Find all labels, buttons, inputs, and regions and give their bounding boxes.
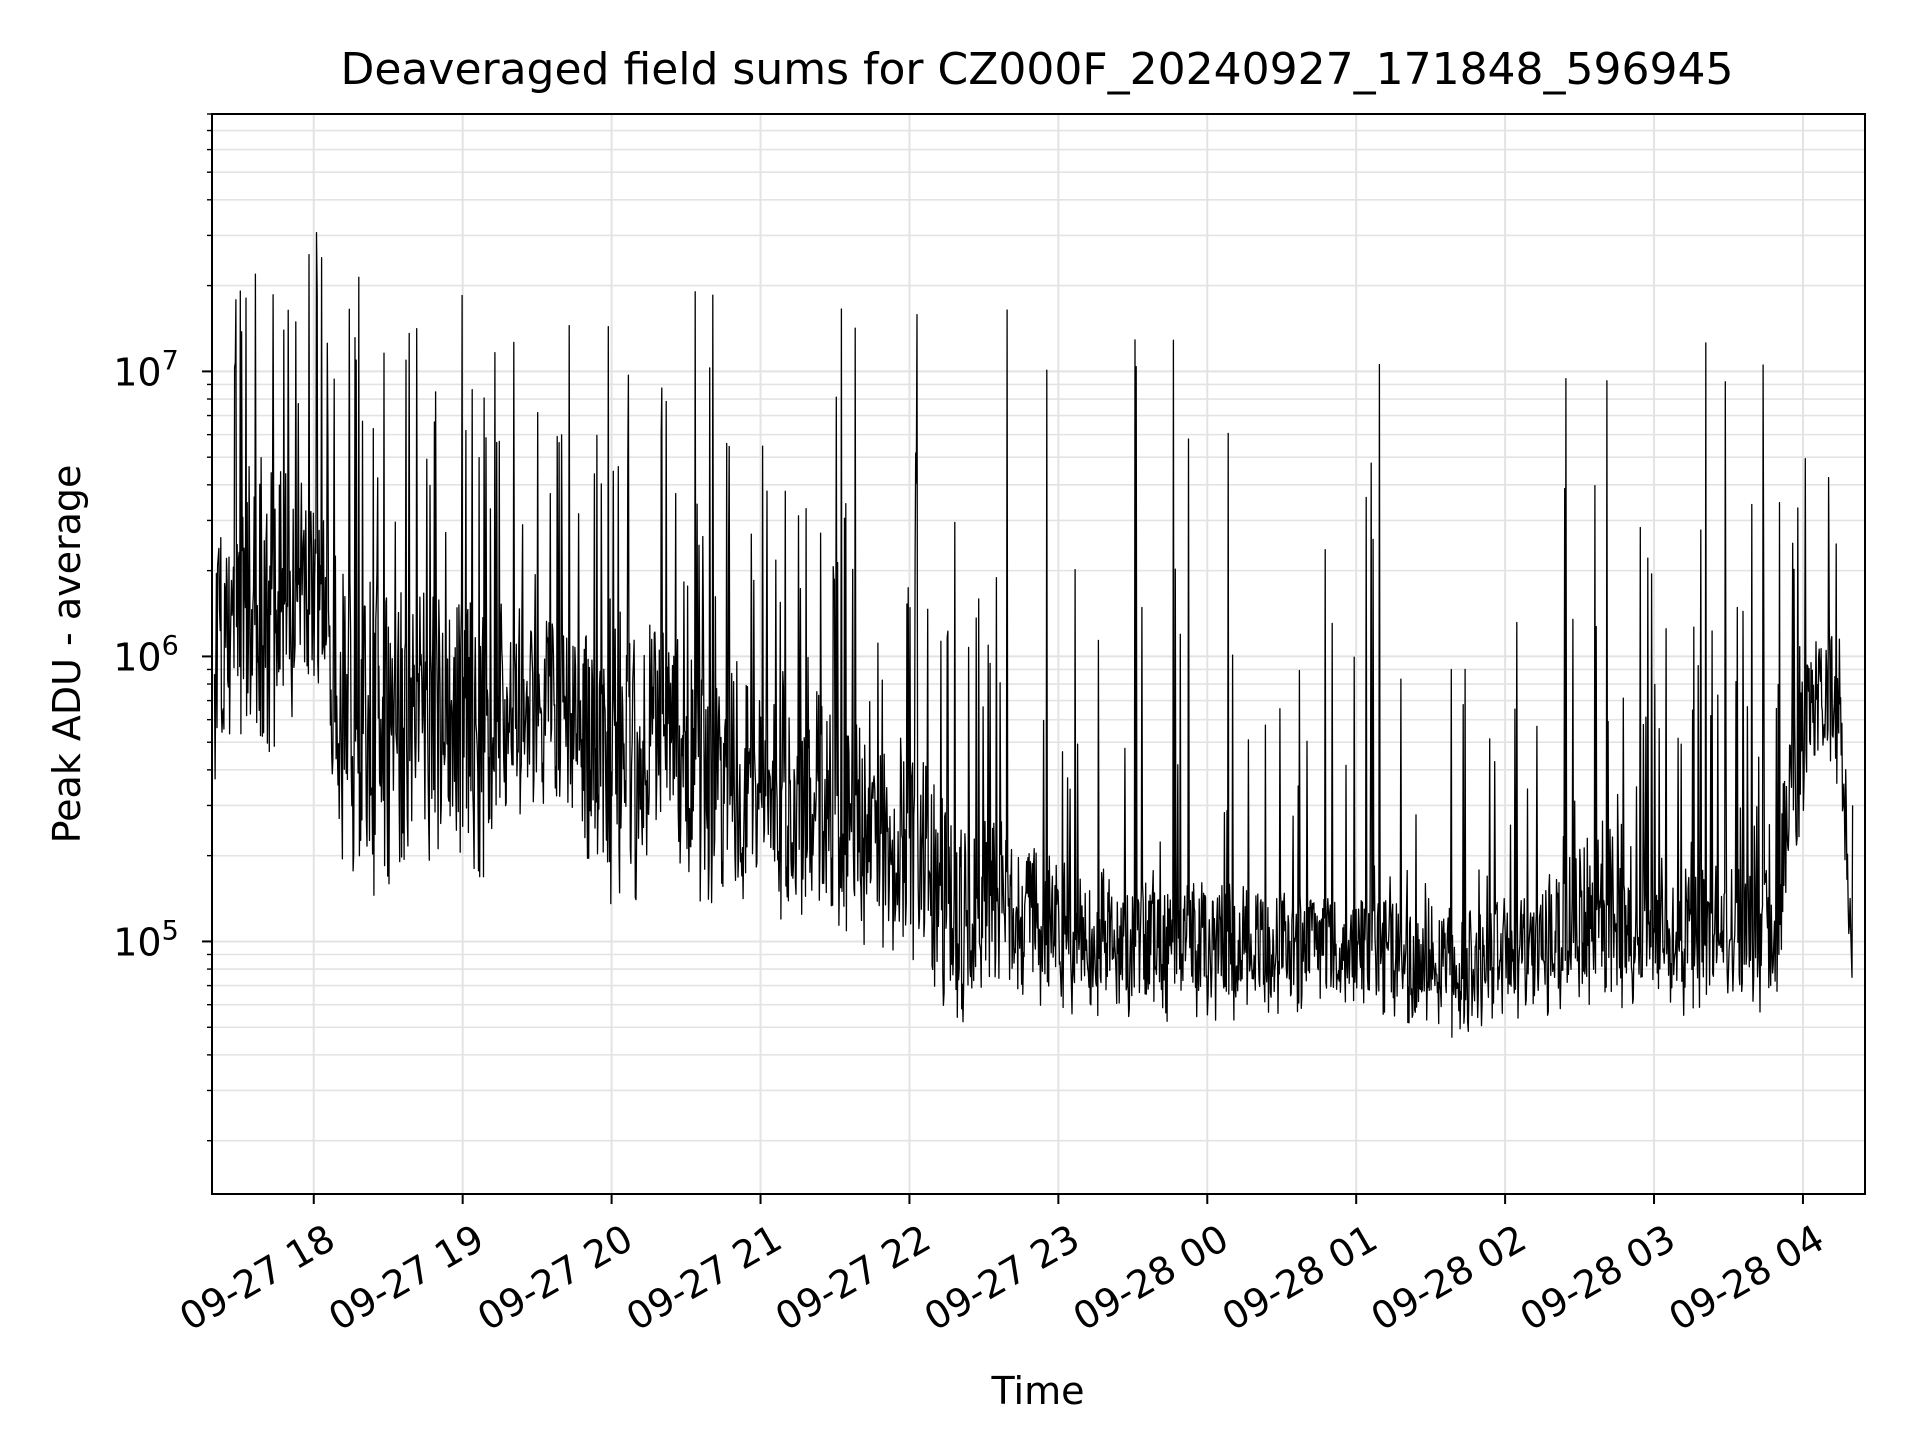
x-gridlines (312, 114, 1804, 1194)
plot-area (211, 113, 1866, 1195)
plot-frame (211, 113, 1866, 1195)
y-tick-label: 106 (113, 630, 179, 679)
y-tick-label: 105 (113, 915, 179, 964)
chart-title: Deaveraged field sums for CZ000F_2024092… (340, 44, 1733, 95)
y-tick-label-base: 10 (113, 635, 161, 679)
y-axis-label: Peak ADU - average (45, 465, 89, 844)
y-tick-label-base: 10 (113, 350, 161, 394)
series-line (213, 232, 1854, 1038)
y-tick-label-base: 10 (113, 920, 161, 964)
y-tick-label-exponent: 5 (162, 915, 179, 946)
y-tick-label-exponent: 6 (162, 630, 179, 661)
y-tick-label-exponent: 7 (162, 345, 179, 376)
y-gridlines (212, 113, 1865, 1142)
x-axis-label: Time (991, 1369, 1085, 1413)
y-tick-label: 107 (113, 345, 179, 394)
data-series (213, 232, 1854, 1038)
